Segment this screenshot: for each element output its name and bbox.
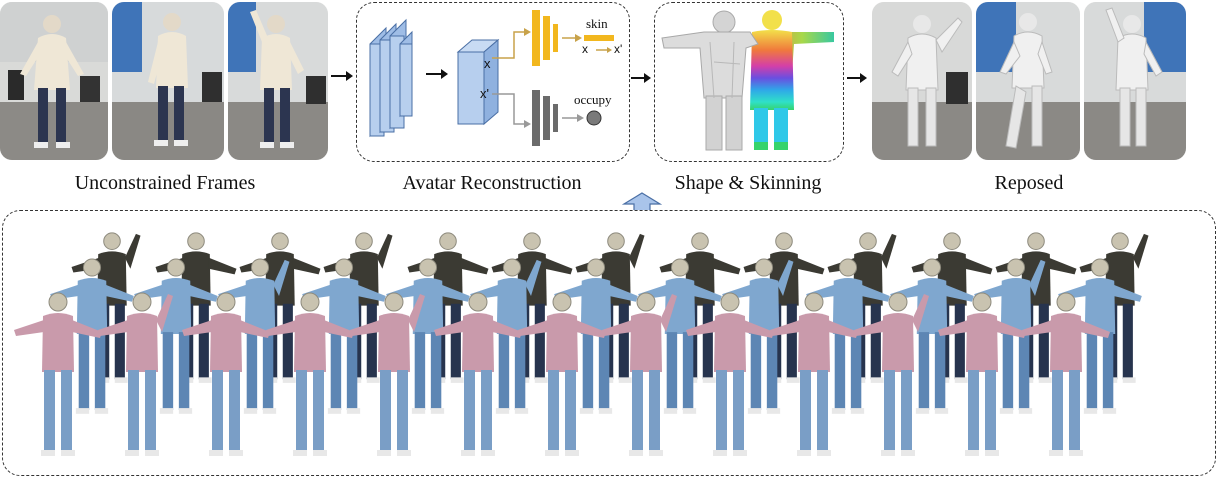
arrow-frames-to-reconstruction-icon xyxy=(331,71,353,81)
avatar-figure xyxy=(602,292,677,456)
skinning-head-icon xyxy=(532,10,558,66)
avatar-figure xyxy=(470,258,542,414)
avatar-figure xyxy=(806,258,890,414)
avatar-figure xyxy=(134,258,218,414)
avatar-figure xyxy=(182,292,270,456)
reconstructed-mesh-icon xyxy=(661,10,759,151)
avatar-figure xyxy=(854,292,929,456)
avatar-figure xyxy=(554,258,638,414)
avatar-figure xyxy=(974,258,1046,414)
encoder-layers-icon xyxy=(369,18,413,138)
avatar-figure xyxy=(386,258,470,414)
skin-map-from: x xyxy=(582,42,588,56)
avatar-figure xyxy=(266,292,354,456)
shape-caption: Shape & Skinning xyxy=(674,172,822,194)
input-frame-1 xyxy=(0,2,108,160)
avatar-figure xyxy=(14,292,102,456)
shape-skinning-box xyxy=(654,2,844,162)
xprime-label: x' xyxy=(480,86,489,101)
avatar-figure xyxy=(1022,292,1110,456)
reposed-frame-2 xyxy=(976,2,1080,160)
frames-caption: Unconstrained Frames xyxy=(74,172,256,194)
reposed-caption: Reposed xyxy=(994,172,1064,194)
occupancy-head-icon xyxy=(532,90,558,146)
avatar-figure xyxy=(890,258,974,414)
avatar-figure xyxy=(770,292,858,456)
arrow-reconstruction-to-shape-icon xyxy=(631,73,651,83)
avatar-figure xyxy=(638,258,722,414)
skin-map-to: x' xyxy=(614,42,623,56)
avatar-figure xyxy=(98,292,173,456)
avatar-figure xyxy=(218,258,290,414)
reposed-frame-3 xyxy=(1084,2,1186,160)
arrow-shape-to-reposed-icon xyxy=(847,73,867,83)
reconstruction-caption: Avatar Reconstruction xyxy=(402,172,582,194)
feature-volume-icon xyxy=(456,38,500,126)
avatar-figure xyxy=(350,292,425,456)
avatar-figure xyxy=(686,292,774,456)
reconstruction-network xyxy=(369,10,614,146)
avatar-figure xyxy=(50,258,134,414)
skinning-weights-icon xyxy=(750,10,834,150)
input-frame-2 xyxy=(112,2,224,160)
avatar-figure xyxy=(434,292,522,456)
reposed-frame-1 xyxy=(872,2,972,160)
shape-skinning-render xyxy=(661,10,834,151)
avatar-figure xyxy=(302,258,386,414)
avatar-figure xyxy=(938,292,1026,456)
input-frame-3 xyxy=(228,2,328,160)
avatar-gallery xyxy=(14,232,1149,456)
x-label: x xyxy=(484,56,491,71)
skin-label: skin xyxy=(586,16,608,31)
occupy-label: occupy xyxy=(574,92,612,107)
avatar-figure xyxy=(518,292,606,456)
